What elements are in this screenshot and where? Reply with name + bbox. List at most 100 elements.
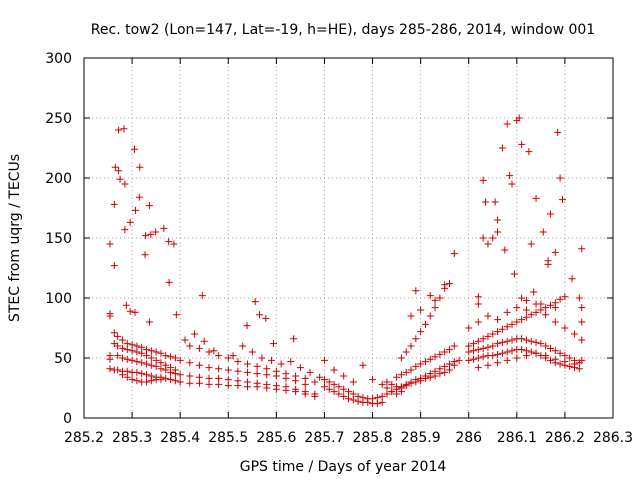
data-point: [518, 316, 526, 324]
data-point: [474, 354, 482, 362]
data-point: [186, 342, 194, 350]
data-point: [277, 360, 285, 368]
data-point: [431, 353, 439, 361]
data-point: [133, 348, 141, 356]
data-point: [239, 342, 247, 350]
data-point: [224, 382, 232, 390]
data-point: [546, 356, 554, 364]
data-point: [345, 395, 352, 403]
data-point: [244, 368, 252, 376]
data-point: [441, 362, 449, 370]
data-point: [120, 125, 128, 133]
data-point: [110, 262, 118, 270]
data-point: [441, 368, 449, 376]
data-point: [143, 352, 151, 360]
data-point: [527, 337, 535, 345]
data-point: [121, 226, 129, 234]
data-point: [373, 400, 381, 408]
data-point: [498, 338, 506, 346]
data-point: [205, 380, 213, 388]
data-point: [518, 335, 526, 343]
data-point: [426, 355, 434, 363]
data-point: [215, 365, 223, 373]
data-point: [114, 366, 122, 374]
data-point: [325, 385, 333, 393]
data-point: [186, 372, 194, 380]
data-point: [518, 140, 526, 148]
data-point: [106, 240, 114, 248]
data-point: [479, 335, 487, 343]
data-point: [417, 360, 425, 368]
data-point: [115, 167, 123, 175]
data-point: [172, 311, 180, 319]
data-point: [258, 354, 266, 362]
data-point: [441, 348, 449, 356]
data-point: [210, 347, 218, 355]
data-point: [147, 230, 155, 238]
data-point: [145, 202, 153, 210]
data-point: [503, 348, 511, 356]
data-point: [215, 352, 223, 360]
data-point: [170, 240, 178, 248]
data-point: [494, 340, 502, 348]
data-point: [290, 335, 298, 343]
data-point: [133, 342, 141, 350]
data-point: [165, 238, 173, 246]
data-point: [268, 356, 276, 364]
data-point: [561, 358, 569, 366]
data-point: [578, 304, 586, 312]
data-point: [126, 307, 134, 315]
data-point: [522, 336, 530, 344]
data-point: [198, 292, 206, 300]
x-tick-label: 285.2: [64, 430, 104, 446]
data-point: [229, 352, 237, 360]
data-point: [131, 206, 139, 214]
data-point: [551, 318, 559, 326]
data-point: [474, 293, 482, 301]
data-point: [525, 148, 533, 156]
data-point: [559, 196, 567, 204]
data-point: [157, 359, 165, 367]
data-point: [450, 358, 458, 366]
data-point: [224, 366, 232, 374]
data-point: [186, 359, 194, 367]
data-point: [542, 304, 550, 312]
data-point: [176, 378, 184, 386]
data-point: [489, 352, 497, 360]
data-point: [165, 278, 173, 286]
data-point: [431, 304, 439, 312]
data-point: [546, 301, 554, 309]
data-point: [171, 377, 179, 385]
data-point: [546, 210, 554, 218]
data-point: [426, 370, 434, 378]
data-point: [106, 355, 114, 363]
data-point: [556, 295, 564, 303]
data-point: [234, 367, 242, 375]
data-point: [571, 360, 579, 368]
data-point: [417, 328, 425, 336]
grid: [83, 57, 614, 419]
data-point: [195, 344, 203, 352]
data-point: [143, 360, 151, 368]
data-point: [114, 332, 122, 340]
data-point: [402, 348, 410, 356]
data-point: [436, 365, 444, 373]
data-point: [465, 324, 473, 332]
data-point: [136, 163, 144, 171]
data-point: [147, 361, 155, 369]
data-point: [138, 359, 146, 367]
data-point: [436, 294, 444, 302]
data-point: [116, 175, 124, 183]
y-tick-label: 50: [54, 351, 72, 367]
data-point: [412, 287, 420, 295]
data-point: [176, 371, 184, 379]
data-point: [479, 176, 487, 184]
tick-labels: 285.2 285.3 285.4 285.5 285.6 285.7 285.8 285.9…: [45, 51, 633, 446]
data-point: [292, 372, 300, 380]
data-point: [195, 361, 203, 369]
data-point: [157, 365, 165, 373]
data-point: [484, 240, 492, 248]
data-point: [412, 376, 420, 384]
data-point: [561, 293, 569, 301]
data-point: [551, 347, 559, 355]
